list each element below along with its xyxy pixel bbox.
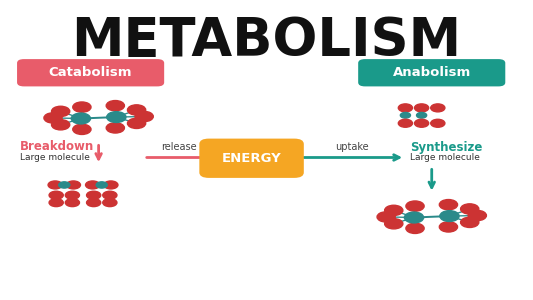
- Circle shape: [417, 112, 426, 118]
- Circle shape: [103, 191, 117, 199]
- Circle shape: [85, 181, 100, 189]
- Circle shape: [66, 191, 79, 199]
- Circle shape: [127, 105, 146, 115]
- Text: Synthesize: Synthesize: [410, 140, 483, 154]
- FancyBboxPatch shape: [17, 59, 164, 86]
- Text: Large molecule: Large molecule: [20, 153, 90, 162]
- Circle shape: [49, 199, 63, 207]
- Circle shape: [385, 205, 403, 215]
- Circle shape: [461, 217, 479, 227]
- Circle shape: [440, 211, 459, 221]
- Circle shape: [406, 201, 424, 211]
- Circle shape: [431, 119, 445, 127]
- Circle shape: [439, 222, 457, 232]
- Circle shape: [52, 120, 70, 130]
- Text: Anabolism: Anabolism: [393, 66, 471, 79]
- Circle shape: [73, 102, 91, 112]
- Circle shape: [104, 181, 118, 189]
- FancyBboxPatch shape: [199, 139, 304, 178]
- Circle shape: [106, 123, 124, 133]
- Circle shape: [71, 113, 91, 124]
- Circle shape: [66, 181, 80, 189]
- Text: Catabolism: Catabolism: [49, 66, 132, 79]
- Circle shape: [415, 119, 429, 127]
- Circle shape: [48, 181, 62, 189]
- Text: Large molecule: Large molecule: [410, 153, 480, 162]
- Circle shape: [59, 182, 70, 188]
- Circle shape: [439, 200, 457, 210]
- Circle shape: [86, 199, 101, 207]
- Circle shape: [468, 210, 487, 220]
- Circle shape: [44, 113, 62, 123]
- Circle shape: [106, 100, 124, 111]
- Text: ENERGY: ENERGY: [222, 152, 281, 165]
- Circle shape: [405, 212, 424, 223]
- Circle shape: [107, 112, 126, 122]
- Circle shape: [461, 204, 479, 214]
- Text: METABOLISM: METABOLISM: [71, 15, 462, 67]
- Text: Breakdown: Breakdown: [20, 140, 94, 154]
- Circle shape: [96, 182, 107, 188]
- Text: release: release: [161, 142, 196, 152]
- Circle shape: [385, 219, 403, 229]
- Circle shape: [127, 118, 146, 128]
- Circle shape: [135, 111, 154, 122]
- FancyBboxPatch shape: [358, 59, 505, 86]
- Circle shape: [398, 119, 413, 127]
- Circle shape: [415, 104, 429, 112]
- Circle shape: [398, 104, 413, 112]
- Circle shape: [66, 199, 79, 207]
- Circle shape: [431, 104, 445, 112]
- Circle shape: [406, 223, 424, 233]
- Circle shape: [49, 191, 63, 199]
- Circle shape: [377, 212, 395, 222]
- Circle shape: [86, 191, 101, 199]
- Circle shape: [400, 112, 410, 118]
- Circle shape: [73, 124, 91, 134]
- Text: uptake: uptake: [335, 142, 369, 152]
- Circle shape: [52, 106, 70, 116]
- Circle shape: [103, 199, 117, 207]
